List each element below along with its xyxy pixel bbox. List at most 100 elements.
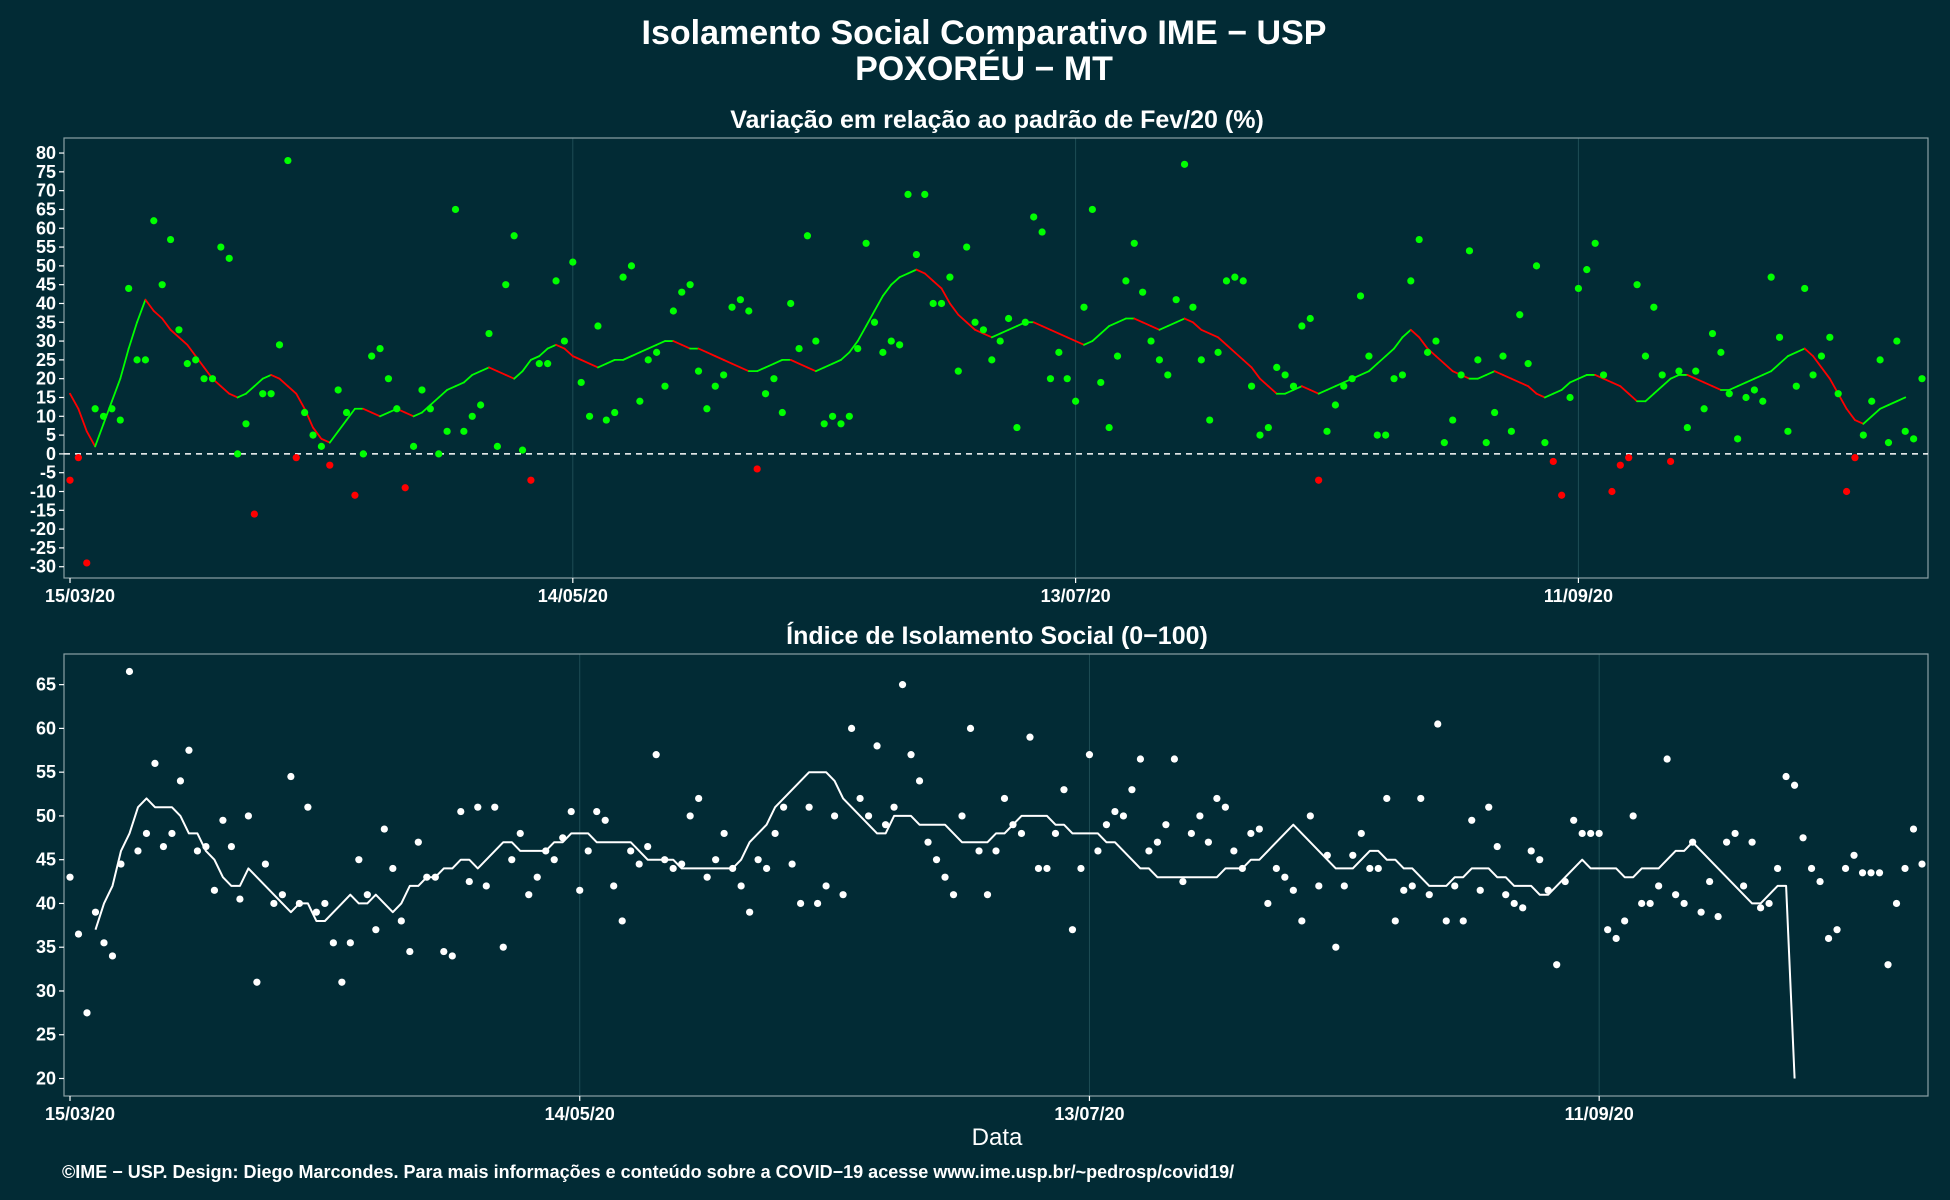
index-data-point [1621,917,1629,925]
index-data-point [1128,786,1136,794]
index-data-point [822,882,830,890]
variation-data-point [518,446,527,454]
variation-moving-average-segment [1074,340,1085,346]
variation-data-point [393,405,401,413]
variation-moving-average-segment [1602,377,1613,384]
index-data-point [1765,899,1773,908]
index-data-point [1017,829,1026,838]
variation-moving-average-segment [1845,407,1856,421]
variation-x-tick-label: 13/07/20 [1041,586,1111,606]
index-data-point [907,751,915,759]
variation-data-point [1759,397,1767,405]
index-data-point [1485,803,1493,811]
variation-moving-average-segment [1644,392,1655,403]
index-data-point [584,847,592,855]
variation-chart-title: Variação em relação ao padrão de Fev/20 … [730,106,1264,134]
index-data-point [1909,825,1918,833]
variation-moving-average-segment [429,396,440,406]
variation-y-tick-label: 45 [36,275,56,295]
variation-data-point [602,416,610,424]
variation-y-tick-label: 30 [36,331,56,351]
index-data-point [117,860,125,868]
variation-data-point [1231,273,1239,281]
index-data-point [499,943,507,951]
variation-moving-average-segment [462,374,474,384]
variation-data-point [1306,314,1314,323]
variation-moving-average-segment [580,358,591,365]
variation-moving-average-segment [1418,336,1429,350]
variation-data-point [1591,239,1599,247]
variation-data-point [820,420,828,428]
variation-data-point [720,371,728,379]
index-data-point [1255,825,1263,833]
variation-data-point [1650,303,1658,311]
index-data-point [1706,877,1714,886]
variation-data-point [636,397,644,405]
variation-data-point [1021,318,1029,326]
index-data-point [593,807,601,816]
variation-data-point [1725,390,1733,398]
index-x-tick-label: 13/07/20 [1054,1104,1124,1124]
index-data-point [788,860,796,868]
variation-data-point [1030,213,1038,221]
variation-data-point [125,284,133,293]
index-data-point [1689,838,1697,846]
variation-moving-average-segment [1384,347,1395,358]
index-data-point [1595,829,1603,838]
variation-moving-average-segment [1192,321,1203,331]
variation-moving-average-segment [605,358,616,365]
variation-data-point [1214,348,1222,356]
variation-moving-average-segment [328,430,340,444]
index-data-point [142,829,151,838]
variation-data-point [1365,352,1373,360]
variation-data-point [1625,454,1633,462]
index-x-tick-label: 15/03/20 [45,1104,115,1124]
index-data-point [983,891,992,899]
variation-moving-average-segment [69,392,80,410]
index-data-point [1519,904,1527,912]
variation-data-point [937,299,946,308]
index-data-point [661,856,669,864]
variation-data-point [1281,371,1289,379]
index-data-point [763,864,771,873]
index-data-point [1298,917,1306,925]
variation-moving-average-segment [127,321,138,350]
variation-data-point [577,378,585,387]
index-data-point [1085,751,1094,759]
index-data-point [440,947,448,956]
variation-moving-average-segment [1099,325,1111,335]
variation-data-point [1038,228,1046,236]
index-data-point [813,899,822,908]
variation-y-tick-label: -20 [30,519,56,539]
variation-data-point [1247,382,1256,390]
index-data-point [678,860,686,868]
variation-moving-average-segment [555,343,566,350]
variation-moving-average-segment [798,362,809,369]
index-data-point [550,856,558,864]
variation-data-point [535,360,543,368]
index-data-point [559,834,567,842]
index-data-point [134,847,142,855]
variation-data-point [1842,487,1851,496]
index-data-point [457,807,465,816]
variation-y-tick-label: 75 [36,162,56,182]
variation-moving-average-segment [756,366,767,373]
variation-data-point [1256,431,1264,439]
variation-moving-average-segment [1753,374,1764,380]
variation-data-point [921,190,929,199]
variation-data-point [971,318,979,326]
variation-moving-average-segment [1217,336,1228,346]
variation-data-point [1675,367,1683,375]
variation-moving-average-segment [814,366,826,373]
variation-moving-average-segment [1401,328,1412,339]
variation-data-point [1482,439,1490,447]
variation-data-point [1063,375,1071,383]
index-data-point [1612,934,1620,943]
index-data-point [1340,882,1348,890]
variation-moving-average-segment [1309,389,1320,395]
variation-data-point [1398,371,1407,379]
variation-data-point [116,416,124,424]
variation-moving-average-segment [1485,370,1496,376]
index-data-point [270,899,278,908]
variation-data-point [1717,348,1725,356]
